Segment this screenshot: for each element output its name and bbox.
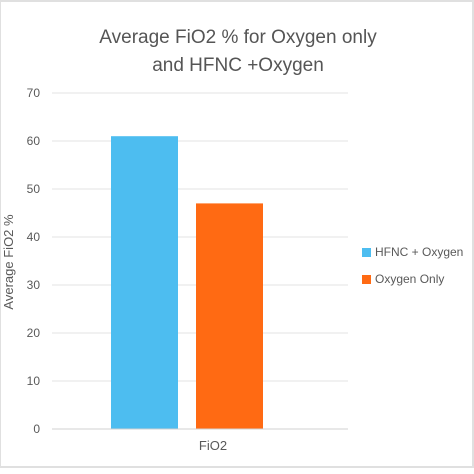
y-tick-label: 40 bbox=[27, 230, 41, 244]
legend-swatch bbox=[362, 275, 371, 284]
y-tick-label: 50 bbox=[27, 182, 41, 196]
frame-border-top bbox=[0, 0, 474, 2]
bar-oxygen-only bbox=[196, 203, 263, 429]
frame-border-left bbox=[0, 0, 1, 468]
legend-swatch bbox=[362, 248, 371, 257]
legend-label: Oxygen Only bbox=[375, 272, 444, 286]
chart-title-line-2: and HFNC +Oxygen bbox=[152, 55, 324, 76]
y-tick-label: 10 bbox=[27, 374, 41, 388]
frame-border-bottom bbox=[0, 466, 474, 468]
frame-border-right bbox=[472, 0, 474, 468]
y-axis-label: Average FiO2 % bbox=[1, 214, 16, 310]
bar-hfnc-oxygen bbox=[111, 136, 178, 429]
x-tick-label: FiO2 bbox=[199, 438, 227, 453]
y-tick-label: 60 bbox=[27, 134, 41, 148]
y-tick-label: 20 bbox=[27, 326, 41, 340]
legend-label: HFNC + Oxygen bbox=[375, 245, 463, 259]
y-tick-label: 0 bbox=[33, 422, 40, 436]
legend: HFNC + Oxygen Oxygen Only bbox=[362, 245, 463, 286]
bars bbox=[111, 136, 263, 429]
gridlines bbox=[52, 92, 348, 382]
chart-title-line-1: Average FiO2 % for Oxygen only bbox=[99, 27, 377, 48]
y-tick-label: 30 bbox=[27, 278, 41, 292]
y-axis-ticks: 0 10 20 30 40 50 60 70 bbox=[27, 86, 41, 436]
y-tick-label: 70 bbox=[27, 86, 41, 100]
